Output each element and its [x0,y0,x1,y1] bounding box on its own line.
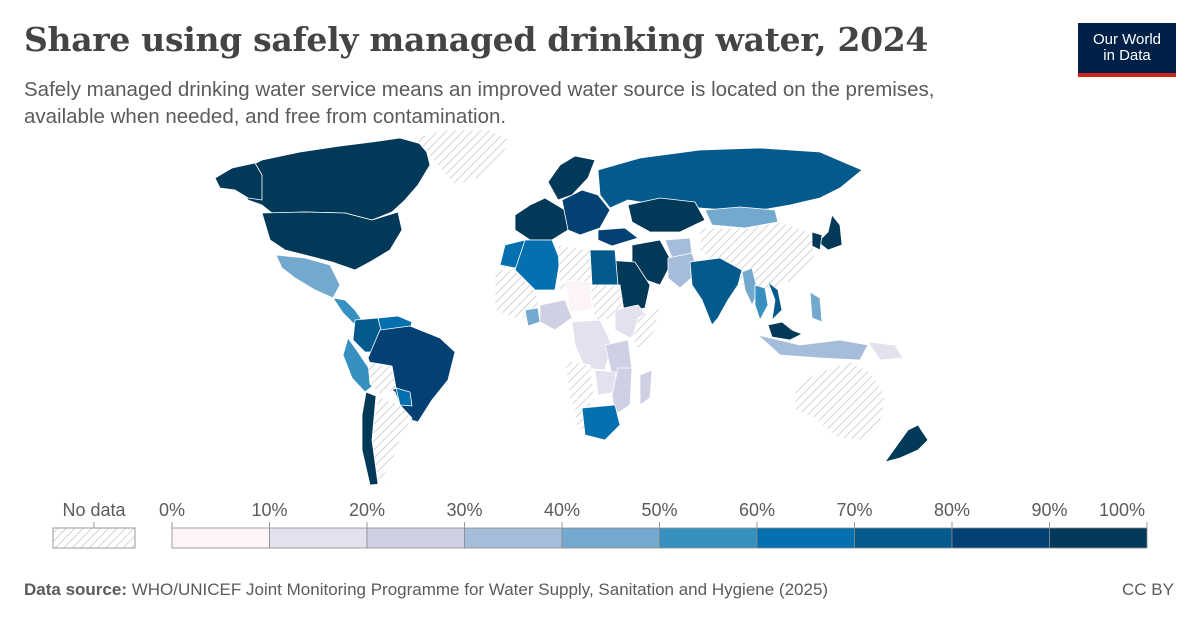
region-philippines[interactable]: Philippines: 48% [809,291,823,323]
region-alaska[interactable]: Alaska: 97% [214,162,263,201]
region-nigeria[interactable]: Nigeria: 28% [539,299,573,331]
region-canada[interactable]: Canada: 99% [231,137,431,221]
legend-bin-0[interactable] [171,527,270,549]
region-egypt[interactable]: Egypt: 72% [589,249,619,286]
legend-bin-4[interactable] [561,527,660,549]
region-new-zealand[interactable]: New Zealand: 97% [884,424,929,463]
legend-no-data-label: No data [62,500,126,520]
legend-bin-5[interactable] [659,527,758,549]
legend-bin-6[interactable] [756,527,855,549]
data-source-text: WHO/UNICEF Joint Monitoring Programme fo… [131,580,829,599]
region-vietnam[interactable]: Vietnam: 75% [767,281,783,321]
data-source-label: Data source: [24,580,127,599]
legend-tick-label-6: 60% [739,500,775,520]
region-thailand[interactable]: Thailand: 54% [754,284,769,321]
legend-bin-9[interactable] [1049,527,1148,549]
legend-tick-label-3: 30% [446,500,482,520]
data-source: Data source: WHO/UNICEF Joint Monitoring… [24,580,828,600]
region-japan[interactable]: Japan: 98% [817,214,843,251]
region-papua-new-guinea[interactable]: Papua New Guinea: 18% [867,341,904,361]
legend-tick-label-10: 100% [1099,500,1145,520]
legend-bin-1[interactable] [269,527,368,549]
legend-tick-label-4: 40% [544,500,580,520]
region-somalia[interactable]: Somalia: No data [631,304,661,353]
region-ghana[interactable]: Ghana: 45% [524,307,541,327]
legend-tick-label-9: 90% [1031,500,1067,520]
region-united-states[interactable]: United States: 97% [261,211,403,271]
legend-no-data-swatch[interactable] [52,527,136,549]
page-subtitle: Safely managed drinking water service me… [24,78,935,128]
region-south-africa[interactable]: South Africa: 66% [581,404,621,441]
region-argentina[interactable]: Argentina: No data [371,395,413,486]
legend-tick-label-5: 50% [641,500,677,520]
legend-bin-7[interactable] [854,527,953,549]
region-korea[interactable]: Korea: 99% [811,231,823,251]
region-madagascar[interactable]: Madagascar: 29% [639,369,653,406]
region-kazakhstan[interactable]: Kazakhstan: 92% [627,197,706,233]
legend-tick-label-7: 70% [836,500,872,520]
region-australia[interactable]: Australia: No data [794,361,886,441]
map-legend: No data 0% 10% 20% 30% 40% 50% 60% 70% 80% 90% 100… [52,500,1148,549]
page-title: Share using safely managed drinking wate… [24,20,929,59]
region-western-europe[interactable]: Western Europe: 98% [514,197,569,241]
logo-line-1: Our World [1092,31,1162,48]
region-mozambique[interactable]: Mozambique: 24% [611,367,633,416]
region-turkey[interactable]: Turkey: 85% [597,227,639,247]
map-regions: Canada: 99%United States: 97% Alaska: 97%… [214,129,929,486]
logo-line-2: in Data [1103,47,1151,64]
region-angola[interactable]: Angola: No data [564,359,596,401]
region-paraguay[interactable]: Paraguay: 65% [395,387,413,407]
region-dr-congo[interactable]: DR Congo: 19% [571,319,613,371]
region-chad[interactable]: Chad: 6% [564,279,593,313]
region-russia[interactable]: Russia: 77% [597,147,863,213]
region-scandinavia[interactable]: Scandinavia: 98% [547,155,596,201]
license-link[interactable]: CC BY [1122,580,1174,599]
region-indonesia[interactable]: Indonesia: 33% [757,334,869,361]
region-greenland[interactable]: Greenland: No data [414,129,511,186]
region-malaysia[interactable]: Malaysia: 95% [767,321,803,341]
owid-logo[interactable]: Our World in Data [1078,23,1176,77]
legend-bin-8[interactable] [951,527,1050,549]
legend-tick-label-8: 80% [934,500,970,520]
legend-bin-3[interactable] [464,527,563,549]
region-india[interactable]: India: 70% [689,257,743,326]
legend-tick-label-0: 0% [159,500,185,520]
legend-bin-2[interactable] [366,527,465,549]
region-eastern-europe[interactable]: Eastern Europe: 88% [561,189,611,236]
legend-tick-label-1: 10% [251,500,287,520]
region-bolivia[interactable]: Bolivia: No data [367,361,397,397]
legend-tick-label-2: 20% [349,500,385,520]
region-chile[interactable]: Chile: 98% [361,391,393,486]
